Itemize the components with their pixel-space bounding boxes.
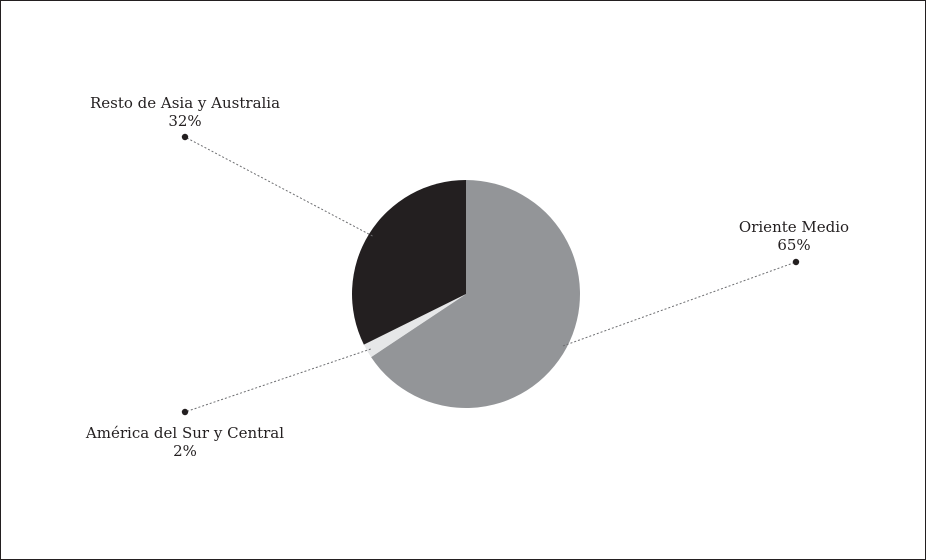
slice-value-oriente-medio: 65% — [777, 236, 810, 254]
slice-label-oriente-medio: Oriente Medio — [739, 218, 849, 236]
leader-dot — [792, 258, 800, 266]
callout-resto-asia-australia: Resto de Asia y Australia 32% — [90, 94, 280, 130]
pie-slice-america-del-sur-y-central — [363, 294, 466, 358]
leader-line — [184, 136, 373, 237]
leader-line — [562, 261, 797, 347]
pie-chart: Oriente Medio 65% América del Sur y Cent… — [85, 94, 849, 460]
slice-value-america-sur-central: 2% — [173, 442, 197, 460]
leader-dot — [181, 133, 189, 141]
callout-oriente-medio: Oriente Medio 65% — [739, 218, 849, 254]
leader-line — [184, 348, 371, 413]
callout-america-sur-central: América del Sur y Central 2% — [85, 424, 284, 460]
pie-slices — [352, 180, 581, 408]
slice-label-resto-asia-australia: Resto de Asia y Australia — [90, 94, 280, 112]
leader-dot — [181, 408, 189, 416]
pie-slice-oriente-medio — [371, 180, 581, 408]
callout-leaders — [181, 133, 800, 416]
slice-value-resto-asia-australia: 32% — [168, 112, 201, 130]
pie-slice-resto-de-asia-y-australia — [352, 180, 466, 345]
slice-label-america-sur-central: América del Sur y Central — [85, 424, 284, 442]
